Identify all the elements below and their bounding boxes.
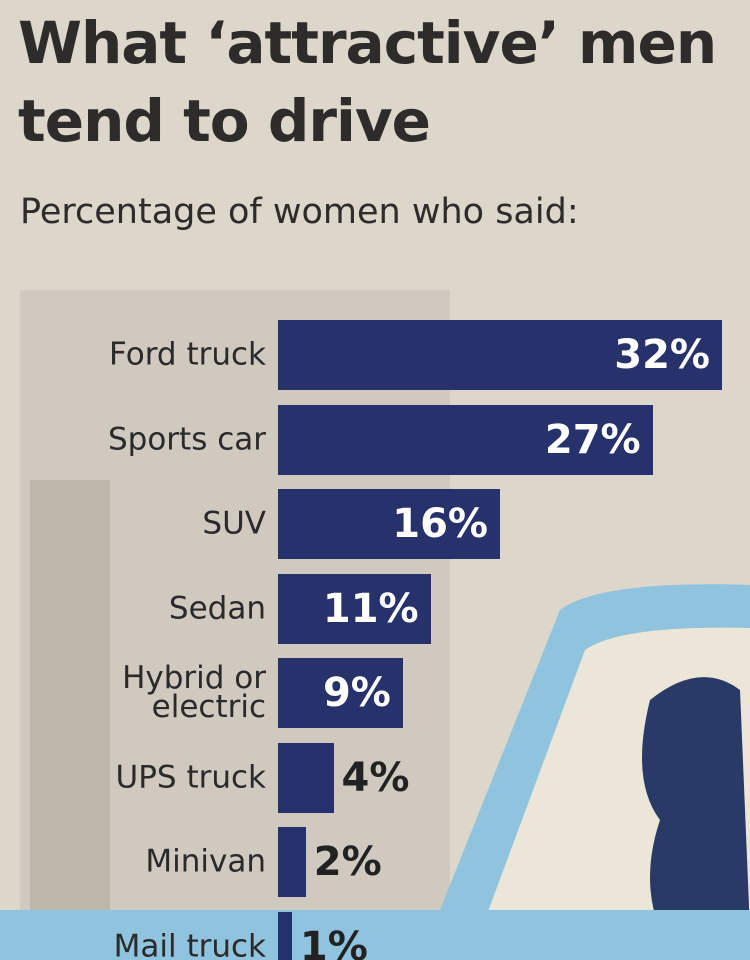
building (30, 480, 110, 960)
bar (278, 742, 334, 813)
value-label: 11% (322, 585, 419, 632)
value-label: 9% (322, 670, 391, 716)
bar (278, 489, 500, 559)
bar (278, 827, 306, 897)
bar (278, 573, 431, 644)
value-label: 32% (614, 332, 710, 378)
category-label: Ford truck (109, 336, 266, 373)
bar (278, 911, 292, 960)
category-label: Minivan (145, 843, 266, 880)
category-label: Hybrid or electric (122, 660, 266, 725)
category-label: Sedan (168, 590, 266, 626)
category-label: Sports car (107, 421, 266, 457)
value-label: 4% (341, 754, 410, 801)
bar (278, 404, 653, 475)
category-label: UPS truck (115, 759, 266, 795)
value-label: 1% (299, 923, 368, 960)
driver-silhouette (642, 677, 750, 930)
value-label: 27% (544, 416, 641, 463)
value-label: 2% (313, 839, 382, 885)
category-label: SUV (202, 505, 266, 542)
category-label: Mail truck (113, 928, 266, 960)
bar (278, 658, 403, 728)
car-body (0, 910, 750, 960)
value-label: 16% (392, 501, 488, 547)
chart-title: What ‘attractive’ men tend to drive (18, 9, 717, 155)
bar (278, 320, 722, 390)
chart-subtitle: Percentage of women who said: (20, 192, 579, 232)
